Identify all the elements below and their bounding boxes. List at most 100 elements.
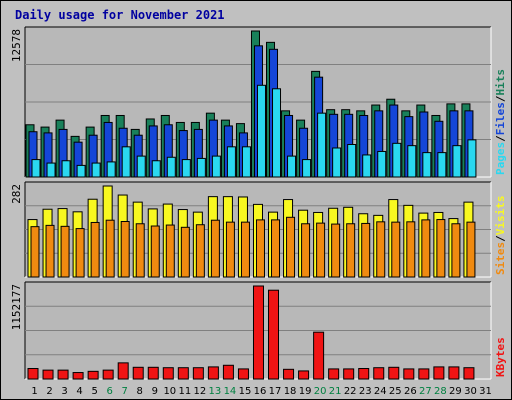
bar-pages-day-27	[422, 152, 432, 178]
bar-sites-day-27	[421, 219, 431, 278]
bar-sites-day-5	[90, 221, 100, 278]
legend-entry: /	[494, 235, 507, 242]
bar-sites-day-3	[60, 225, 70, 278]
legend-entry: /	[494, 95, 507, 102]
x-tick-label-day-7: 7	[122, 386, 128, 397]
bar-sites-day-1	[30, 226, 40, 278]
bar-kbytes-day-6	[102, 369, 114, 380]
bar-kbytes-day-23	[358, 368, 370, 380]
bar-sites-day-28	[436, 219, 446, 278]
x-tick-label-day-15: 15	[239, 386, 252, 397]
x-tick-label-day-25: 25	[389, 386, 402, 397]
x-tick-label-day-23: 23	[359, 386, 372, 397]
bar-sites-day-7	[120, 220, 130, 278]
bar-sites-day-26	[406, 221, 416, 278]
bar-sites-day-22	[346, 223, 356, 278]
bar-kbytes-day-2	[42, 369, 54, 380]
x-tick-label-day-3: 3	[61, 386, 67, 397]
bar-pages-day-12	[196, 157, 206, 178]
bar-sites-day-17	[271, 219, 281, 278]
legend-entry: Visits	[494, 196, 507, 236]
bar-pages-day-3	[61, 160, 71, 178]
bar-kbytes-day-17	[268, 289, 280, 380]
bar-pages-day-10	[166, 156, 176, 178]
x-tick-label-day-17: 17	[269, 386, 282, 397]
x-tick-label-day-10: 10	[163, 386, 176, 397]
bar-sites-day-9	[150, 225, 160, 278]
bar-sites-day-16	[255, 219, 265, 278]
legend-entry: Pages	[494, 142, 507, 175]
x-tick-label-day-2: 2	[46, 386, 52, 397]
x-tick-label-day-21: 21	[329, 386, 342, 397]
bar-pages-day-23	[362, 154, 372, 178]
x-tick-label-day-14: 14	[224, 386, 237, 397]
bar-sites-day-24	[376, 221, 386, 278]
bar-pages-day-14	[226, 146, 236, 178]
bar-pages-day-25	[392, 142, 402, 178]
x-tick-label-day-18: 18	[284, 386, 297, 397]
x-tick-label-day-28: 28	[434, 386, 447, 397]
legend-entry: Hits	[494, 69, 507, 96]
bar-kbytes-day-9	[147, 366, 159, 380]
x-tick-label-day-11: 11	[178, 386, 191, 397]
bar-pages-day-16	[256, 84, 266, 178]
bar-sites-day-20	[316, 222, 326, 278]
bar-kbytes-day-24	[373, 367, 385, 380]
bar-kbytes-day-7	[117, 362, 129, 380]
bar-sites-day-10	[165, 224, 175, 278]
bar-kbytes-day-8	[132, 366, 144, 380]
bar-sites-day-25	[391, 221, 401, 278]
panel-hits-files-pages-ymax-label: 12578	[10, 29, 23, 62]
bar-pages-day-5	[91, 162, 101, 178]
panel-visits-sites-ymax-label: 282	[10, 184, 23, 204]
bar-pages-day-11	[181, 159, 191, 178]
bar-kbytes-day-19	[298, 370, 310, 380]
bar-kbytes-day-25	[388, 366, 400, 380]
bar-kbytes-day-11	[177, 367, 189, 380]
bar-pages-day-28	[437, 152, 447, 178]
bar-pages-day-13	[211, 155, 221, 178]
bar-sites-day-30	[466, 221, 476, 278]
bar-kbytes-day-5	[87, 370, 99, 380]
bar-sites-day-18	[286, 216, 296, 278]
x-tick-label-day-5: 5	[91, 386, 97, 397]
panel-kbytes-legend: KBytes	[494, 337, 507, 377]
bar-pages-day-29	[452, 145, 462, 178]
x-tick-label-day-30: 30	[464, 386, 477, 397]
legend-entry: KBytes	[494, 337, 507, 377]
bar-pages-day-30	[467, 139, 477, 178]
bar-sites-day-11	[180, 226, 190, 278]
bar-pages-day-8	[136, 155, 146, 178]
bar-kbytes-day-27	[418, 368, 430, 380]
bar-kbytes-day-22	[343, 368, 355, 380]
x-tick-label-day-29: 29	[449, 386, 462, 397]
bar-kbytes-day-20	[313, 331, 325, 380]
bar-pages-day-17	[272, 88, 282, 178]
panel-visits-sites-legend: Sites/Visits	[494, 196, 507, 276]
bar-kbytes-day-28	[433, 366, 445, 380]
bar-pages-day-19	[302, 159, 312, 178]
bar-kbytes-day-4	[72, 372, 84, 380]
bar-pages-day-15	[241, 146, 251, 178]
bar-kbytes-day-30	[463, 367, 475, 380]
x-tick-label-day-1: 1	[31, 386, 37, 397]
bar-sites-day-23	[361, 222, 371, 278]
bar-kbytes-day-1	[27, 368, 39, 380]
x-tick-label-day-9: 9	[152, 386, 158, 397]
x-tick-label-day-4: 4	[76, 386, 82, 397]
bar-kbytes-day-21	[328, 368, 340, 380]
bar-sites-day-4	[75, 228, 85, 278]
x-tick-label-day-31: 31	[479, 386, 492, 397]
x-tick-label-day-24: 24	[374, 386, 387, 397]
bar-kbytes-day-12	[192, 367, 204, 380]
x-tick-label-day-6: 6	[106, 386, 112, 397]
bar-pages-day-21	[332, 147, 342, 178]
bar-pages-day-9	[151, 160, 161, 178]
bar-pages-day-1	[31, 159, 41, 178]
bar-sites-day-13	[210, 219, 220, 278]
bar-pages-day-24	[377, 150, 387, 178]
x-tick-label-day-27: 27	[419, 386, 432, 397]
panel-hits-files-pages-legend: Pages/Files/Hits	[494, 69, 507, 175]
legend-entry: Files	[494, 102, 507, 135]
